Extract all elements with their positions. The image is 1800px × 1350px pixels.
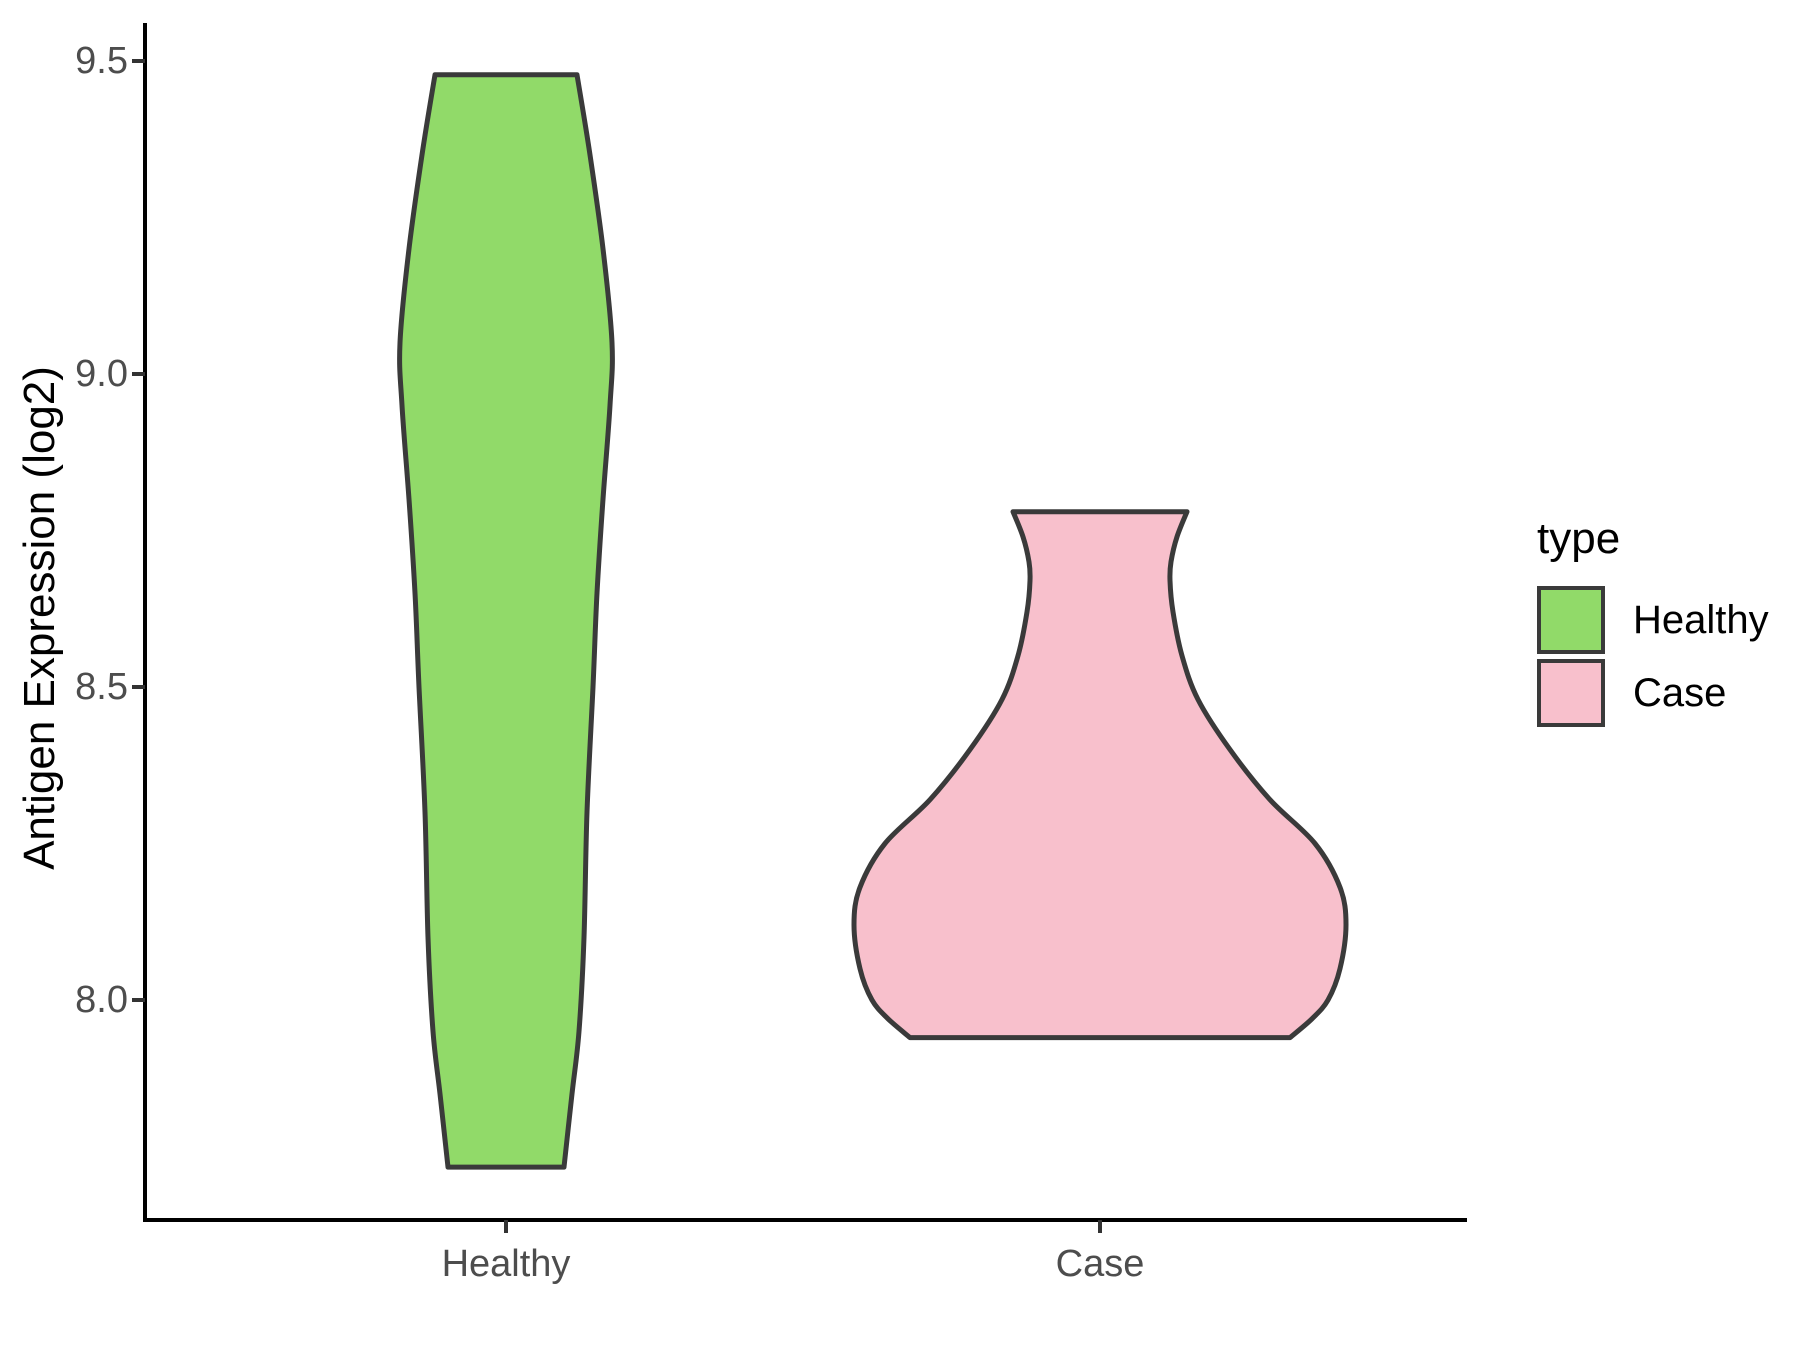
- legend-entry-case: Case: [1537, 659, 1769, 727]
- legend-key-swatch: [1537, 659, 1605, 727]
- x-tick-label-healthy: Healthy: [441, 1243, 571, 1285]
- legend-label: Healthy: [1633, 597, 1769, 642]
- violin-healthy: [397, 72, 615, 1170]
- y-tick-label-9.5: 9.5: [75, 40, 128, 82]
- legend: type Healthy Case: [1537, 514, 1769, 732]
- y-tick-label-8.5: 8.5: [75, 666, 128, 708]
- legend-entries: Healthy Case: [1537, 586, 1769, 727]
- legend-key-swatch: [1537, 586, 1605, 654]
- legend-label: Case: [1633, 670, 1727, 715]
- x-tick-label-case: Case: [1055, 1243, 1145, 1285]
- legend-entry-healthy: Healthy: [1537, 586, 1769, 654]
- y-axis-title: Antigen Expression (log2): [15, 366, 64, 870]
- y-tick-label-9.0: 9.0: [75, 353, 128, 395]
- violin-case: [851, 509, 1349, 1041]
- y-tick-label-8.0: 8.0: [75, 979, 128, 1021]
- legend-title: type: [1537, 514, 1621, 563]
